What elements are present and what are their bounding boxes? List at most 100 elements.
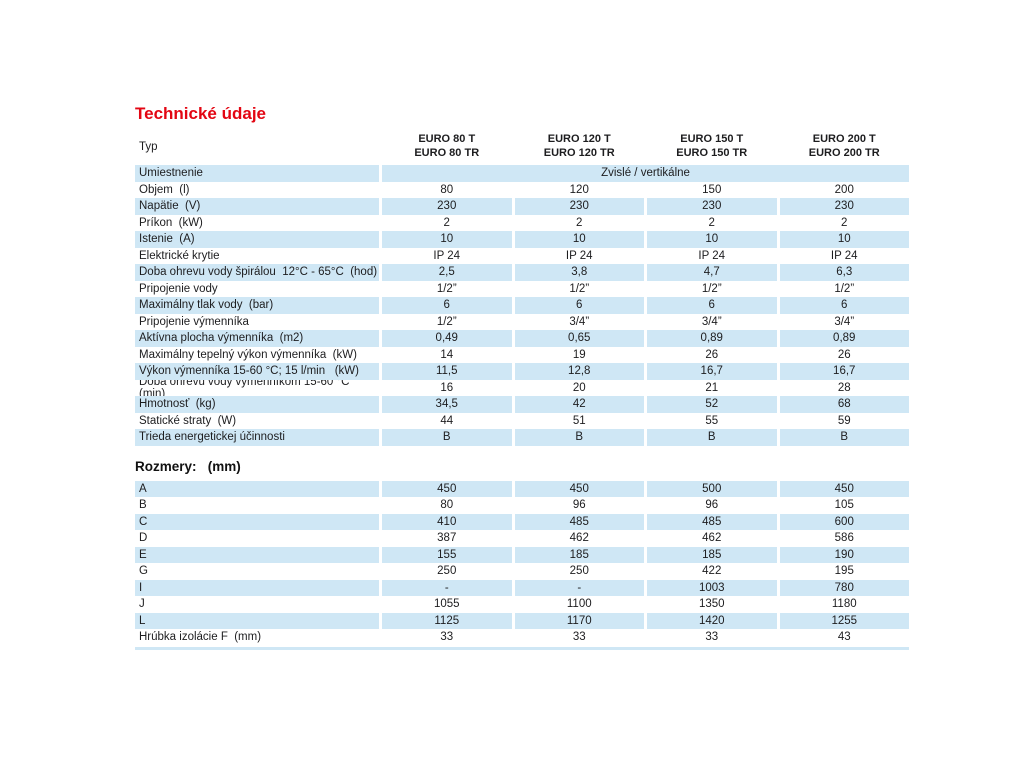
- spec-row: Doba ohrevu vody výmenníkom 15-60 °C (mi…: [135, 380, 909, 397]
- dimensions-heading: Rozmery: (mm): [135, 458, 241, 474]
- cell-value: 0,65: [514, 330, 644, 347]
- row-label: Doba ohrevu vody výmenníkom 15-60 °C (mi…: [139, 379, 356, 397]
- dimension-row: E 155 185 185 190: [135, 546, 909, 563]
- row-label: I: [135, 579, 379, 596]
- row-label: Statické straty (W): [139, 414, 237, 427]
- cell-value: 6: [647, 297, 777, 314]
- spec-row: Trieda energetickej účinnosti B B B B: [135, 429, 909, 446]
- cell-value: 485: [647, 513, 777, 530]
- row-label: Aktívna plocha výmenníka (m2): [135, 330, 379, 347]
- row-label: Umiestnenie: [135, 165, 379, 182]
- spec-row: Objem (l) 80 120 150 200: [135, 182, 909, 199]
- spec-table-body: Objem (l) 80 120 150 200 Napätie (V) 230 230 230…: [135, 182, 909, 446]
- dimension-row: C 410 485 485 600: [135, 513, 909, 530]
- column-header-line2: EURO 120 TR: [543, 146, 615, 159]
- cell-value: 33: [572, 631, 586, 644]
- cell-value: IP 24: [698, 249, 726, 262]
- cell-value: 6: [514, 297, 644, 314]
- spec-row: Pripojenie výmenníka 1/2” 3/4” 3/4” 3/4”: [135, 314, 909, 331]
- page-title: Technické údaje: [135, 104, 267, 123]
- cell-value: 1100: [566, 598, 592, 611]
- spec-row: Napätie (V) 230 230 230 230: [135, 198, 909, 215]
- cell-value: 600: [779, 513, 909, 530]
- cell-value: 3,8: [514, 264, 644, 281]
- cell-value: 410: [382, 513, 512, 530]
- cell-value: 230: [514, 198, 644, 215]
- cell-value: 1420: [647, 612, 777, 629]
- row-label: C: [135, 513, 379, 530]
- cell-value: 10: [514, 231, 644, 248]
- dimension-row: I - -1003 780: [135, 579, 909, 596]
- datasheet-content: Technické údaje Typ EURO 80 T EURO 80 TR E…: [135, 104, 909, 650]
- cell-value: 0,89: [779, 330, 909, 347]
- cell-value: 1/2”: [834, 282, 855, 295]
- row-label: E: [135, 546, 379, 563]
- cell-value: IP 24: [433, 249, 461, 262]
- cell-value: B: [382, 429, 512, 446]
- cell-value: 68: [779, 396, 909, 413]
- row-label: Hrúbka izolácie F (mm): [139, 631, 262, 644]
- cell-value: 0,89: [647, 330, 777, 347]
- spec-row: Statické straty (W) 44 51 55 59: [135, 413, 909, 430]
- spec-row: Istenie (A) 10 10 10 10: [135, 231, 909, 248]
- row-label: Pripojenie výmenníka: [139, 315, 249, 328]
- cell-value: 3/4”: [701, 315, 722, 328]
- cell-value: 33: [705, 631, 719, 644]
- cell-value: 230: [779, 198, 909, 215]
- cell-value: 16,7: [647, 363, 777, 380]
- row-label: Objem (l): [139, 183, 190, 196]
- row-label: B: [139, 499, 147, 512]
- cell-value: 150: [702, 183, 722, 196]
- merged-cell-value: Zvislé / vertikálne: [382, 165, 909, 182]
- cell-value: 105: [834, 499, 854, 512]
- cell-value: 2: [576, 216, 583, 229]
- spec-row: Maximálny tepelný výkon výmenníka (kW) 14…: [135, 347, 909, 364]
- dimension-row: L 1125 1170 1420 1255: [135, 612, 909, 629]
- cell-value: 96: [705, 499, 719, 512]
- cell-value: 1255: [779, 612, 909, 629]
- row-label: A: [135, 480, 379, 497]
- row-label: Pripojenie vody: [139, 282, 218, 295]
- cell-value: 500: [647, 480, 777, 497]
- dimensions-table-body: A 450 450 500 450 B 80 96 96 105 C 410 485 485 600 D 387…: [135, 480, 909, 646]
- cell-value: 387: [437, 532, 457, 545]
- column-header-line2: EURO 200 TR: [808, 146, 880, 159]
- cell-value: 42: [514, 396, 644, 413]
- cell-value: 462: [569, 532, 589, 545]
- row-label: Maximálny tlak vody (bar): [135, 297, 379, 314]
- column-header: EURO 120 T EURO 120 TR: [515, 133, 645, 160]
- cell-value: 780: [779, 579, 909, 596]
- cell-value: 450: [514, 480, 644, 497]
- column-header-line1: EURO 80 T: [418, 133, 476, 145]
- dimension-row: J 1055 1100 1350 1180: [135, 596, 909, 613]
- cell-value: 3/4”: [569, 315, 590, 328]
- cell-value: 6: [779, 297, 909, 314]
- cell-value: 1125: [382, 612, 512, 629]
- spec-row-umiestnenie: Umiestnenie Zvislé / vertikálne: [135, 165, 909, 182]
- cell-value: 59: [837, 414, 851, 427]
- row-label: Výkon výmenníka 15-60 °C; 15 l/min (kW): [135, 363, 379, 380]
- cell-value: 485: [514, 513, 644, 530]
- cell-value: 1/2”: [569, 282, 590, 295]
- column-header-line1: EURO 200 T: [812, 133, 876, 145]
- cell-value: 43: [837, 631, 851, 644]
- cell-value: 450: [382, 480, 512, 497]
- cell-value: 1/2”: [436, 315, 457, 328]
- spec-row: Pripojenie vody 1/2” 1/2” 1/2” 1/2”: [135, 281, 909, 298]
- spec-row: Elektrické krytie IP 24 IP 24 IP 24 IP 24: [135, 248, 909, 265]
- row-label: G: [139, 565, 148, 578]
- row-label: D: [139, 532, 148, 545]
- column-header-line1: EURO 120 T: [547, 133, 611, 145]
- cell-value: 2: [841, 216, 848, 229]
- cell-value: 16,7: [779, 363, 909, 380]
- cell-value: 51: [572, 414, 586, 427]
- cell-value: IP 24: [565, 249, 593, 262]
- cell-value: 1/2”: [436, 282, 457, 295]
- cell-value: 44: [440, 414, 454, 427]
- cell-value: 230: [647, 198, 777, 215]
- column-header: EURO 200 T EURO 200 TR: [780, 133, 910, 160]
- column-header: EURO 150 T EURO 150 TR: [647, 133, 777, 160]
- cell-value: 195: [834, 565, 854, 578]
- cell-value: 1/2”: [701, 282, 722, 295]
- cell-value: 80: [440, 183, 454, 196]
